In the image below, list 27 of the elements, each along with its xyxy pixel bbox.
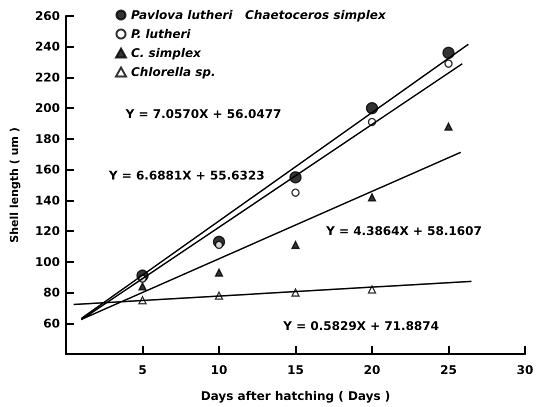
x-axis-title: Days after hatching ( Days )	[200, 389, 390, 403]
annotation: Y = 4.3864X + 58.1607	[325, 224, 482, 238]
x-tick-label: 5	[138, 363, 147, 377]
y-tick-label: 240	[34, 40, 60, 54]
y-tick-label: 200	[34, 101, 60, 116]
y-tick-label: 180	[34, 132, 60, 146]
legend-label: P. lutheri	[131, 27, 192, 41]
y-tick-label: 80	[43, 286, 60, 300]
y-tick-label: 120	[34, 224, 60, 238]
x-tick-label: 25	[440, 363, 457, 377]
x-tick-label: 20	[364, 363, 380, 377]
x-tick-label: 15	[287, 363, 304, 377]
legend-label: C. simplex	[131, 46, 202, 60]
y-tick-label: 220	[34, 70, 60, 84]
y-tick-label: 160	[34, 162, 60, 177]
y-tick-label: 260	[34, 9, 60, 23]
x-tick-label: 10	[210, 363, 228, 377]
x-tick-label: 30	[516, 363, 534, 377]
annotation: Y = 6.6881X + 55.6323	[108, 168, 265, 183]
y-tick-label: 140	[34, 193, 60, 208]
legend-label: Pavlova lutheri Chaetoceros simplex	[131, 8, 387, 22]
y-tick-label: 100	[34, 254, 60, 269]
y-axis-title: Shell length ( um )	[8, 127, 21, 243]
annotation: Y = 0.5829X + 71.8874	[282, 319, 439, 334]
y-tick-label: 60	[43, 316, 60, 330]
annotation: Y = 7.0570X + 56.0477	[124, 107, 282, 122]
legend-label: Chlorella sp.	[131, 65, 216, 79]
